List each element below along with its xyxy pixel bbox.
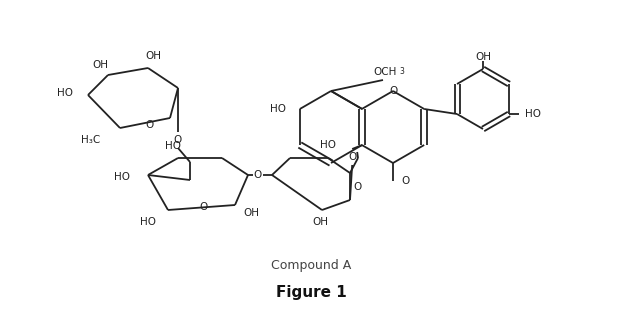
Text: HO: HO	[270, 104, 286, 114]
Text: OH: OH	[312, 217, 328, 227]
Text: OH: OH	[145, 51, 161, 61]
Text: HO: HO	[114, 172, 130, 182]
Text: OCH: OCH	[373, 67, 397, 77]
Text: OH: OH	[243, 208, 259, 218]
Text: O: O	[348, 152, 356, 162]
Text: O: O	[401, 176, 409, 186]
Text: OH: OH	[92, 60, 108, 70]
Text: O: O	[254, 170, 262, 180]
Text: H₃C: H₃C	[81, 135, 100, 145]
Text: O: O	[354, 181, 362, 191]
Text: 3: 3	[399, 68, 404, 76]
Text: HO: HO	[57, 88, 73, 98]
Text: O: O	[389, 86, 397, 96]
Text: HO: HO	[165, 141, 181, 151]
Text: O: O	[200, 203, 208, 212]
Text: HO: HO	[525, 109, 541, 119]
Text: OH: OH	[475, 52, 491, 62]
Text: Compound A: Compound A	[271, 259, 351, 271]
Text: O: O	[146, 120, 154, 130]
Text: Figure 1: Figure 1	[276, 284, 346, 300]
Text: HO: HO	[320, 140, 336, 150]
Text: O: O	[174, 135, 182, 145]
Text: HO: HO	[140, 217, 156, 227]
